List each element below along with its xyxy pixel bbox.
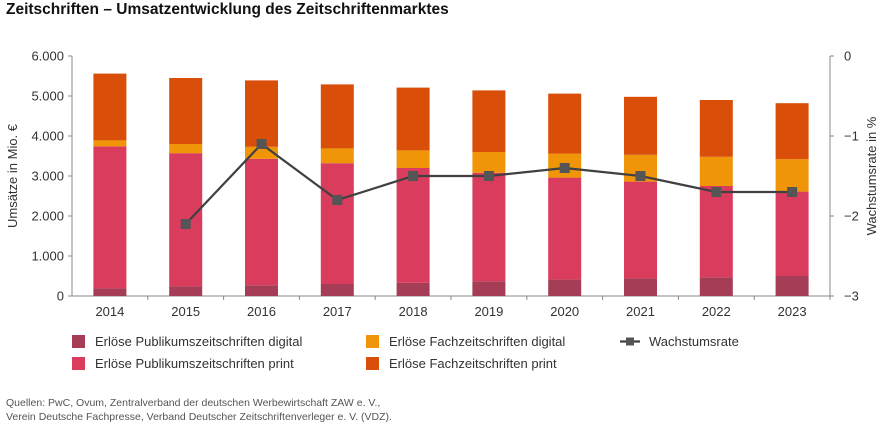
- chart-title: Zeitschriften – Umsatzentwicklung des Ze…: [6, 1, 449, 18]
- y-tick-label: 1.000: [31, 249, 64, 264]
- bar-segment-pub_digital: [320, 284, 354, 296]
- bar-segment-fach_print: [93, 73, 127, 141]
- x-tick-label: 2022: [702, 304, 731, 319]
- growth-rate-marker: [559, 163, 570, 173]
- bar-segment-pub_print: [472, 172, 506, 282]
- y-tick-label: 3.000: [31, 169, 64, 184]
- growth-rate-marker: [408, 171, 419, 181]
- y-tick-label: 0: [57, 289, 64, 304]
- bar-segment-pub_print: [245, 158, 278, 286]
- legend-label: Erlöse Publikumszeitschriften print: [95, 356, 294, 371]
- bar-segment-pub_print: [699, 186, 733, 278]
- legend-label: Erlöse Fachzeitschriften print: [389, 356, 557, 371]
- y-tick-label: 5.000: [31, 89, 64, 104]
- y-tick-label: 2.000: [31, 209, 64, 224]
- bar-segment-fach_digital: [396, 150, 430, 168]
- bar-segment-fach_print: [472, 90, 506, 152]
- bar-segment-pub_print: [320, 163, 354, 284]
- bar-segment-fach_print: [320, 84, 354, 149]
- legend-swatch: [72, 335, 85, 348]
- y2-tick-label: 0: [844, 49, 851, 64]
- x-tick-label: 2020: [550, 304, 579, 319]
- bar-segment-pub_digital: [93, 288, 127, 296]
- growth-rate-marker: [635, 171, 646, 181]
- bar-segment-pub_print: [548, 177, 582, 280]
- source-note: Quellen: PwC, Ovum, Zentralverband der d…: [6, 396, 392, 424]
- growth-rate-marker: [483, 171, 494, 181]
- source-line-1: Quellen: PwC, Ovum, Zentralverband der d…: [6, 397, 381, 409]
- bar-segment-pub_digital: [396, 282, 430, 296]
- bar-segment-pub_print: [624, 181, 657, 279]
- y-tick-label: 6.000: [31, 49, 64, 64]
- y2-tick-label: −2: [844, 209, 859, 224]
- bar-segment-fach_print: [699, 100, 733, 157]
- source-line-2: Verein Deutsche Fachpresse, Verband Deut…: [6, 411, 392, 423]
- bar-segment-pub_digital: [775, 276, 809, 296]
- bar-segment-pub_digital: [548, 279, 582, 296]
- growth-rate-marker: [256, 139, 267, 149]
- x-tick-label: 2014: [95, 304, 124, 319]
- growth-rate-marker: [711, 187, 722, 197]
- growth-rate-marker: [332, 195, 343, 205]
- bar-segment-fach_print: [624, 96, 657, 155]
- bar-segment-fach_digital: [699, 156, 733, 186]
- y2-axis-title: Wachstumsrate in %: [864, 116, 879, 235]
- bar-segment-pub_digital: [245, 285, 278, 296]
- growth-rate-marker: [180, 219, 191, 229]
- legend-label: Wachstumsrate: [649, 334, 739, 349]
- x-tick-label: 2019: [474, 304, 503, 319]
- bar-segment-pub_print: [775, 191, 809, 276]
- bar-segment-fach_print: [245, 80, 278, 147]
- growth-rate-marker: [787, 187, 798, 197]
- x-tick-label: 2015: [171, 304, 200, 319]
- bar-segment-fach_print: [396, 87, 430, 151]
- legend-swatch: [72, 357, 85, 370]
- x-tick-label: 2016: [247, 304, 276, 319]
- x-tick-label: 2023: [778, 304, 807, 319]
- bar-segment-pub_digital: [699, 277, 733, 296]
- bar-segment-pub_print: [396, 168, 430, 283]
- bar-segment-fach_digital: [775, 159, 809, 192]
- bar-segment-fach_print: [548, 93, 582, 154]
- legend-label: Erlöse Fachzeitschriften digital: [389, 334, 565, 349]
- legend-swatch: [366, 357, 379, 370]
- bar-segment-pub_digital: [624, 278, 657, 296]
- bar-segment-fach_print: [775, 103, 809, 160]
- bar-segment-pub_print: [93, 146, 127, 289]
- x-tick-label: 2021: [626, 304, 655, 319]
- y2-tick-label: −1: [844, 129, 859, 144]
- bar-segment-pub_digital: [169, 286, 203, 296]
- legend-line-marker: [626, 337, 634, 346]
- bar-segment-fach_digital: [472, 152, 506, 173]
- bar-segment-pub_digital: [472, 281, 506, 296]
- bar-segment-fach_digital: [93, 140, 127, 147]
- y-tick-label: 4.000: [31, 129, 64, 144]
- bar-segment-fach_print: [169, 78, 203, 144]
- bar-segment-fach_digital: [320, 148, 354, 164]
- x-tick-label: 2018: [399, 304, 428, 319]
- x-tick-label: 2017: [323, 304, 352, 319]
- legend-label: Erlöse Publikumszeitschriften digital: [95, 334, 302, 349]
- bar-segment-fach_digital: [169, 144, 203, 154]
- y2-tick-label: −3: [844, 289, 859, 304]
- y-axis-title: Umsätze in Mio. €: [5, 123, 20, 228]
- legend-swatch: [366, 335, 379, 348]
